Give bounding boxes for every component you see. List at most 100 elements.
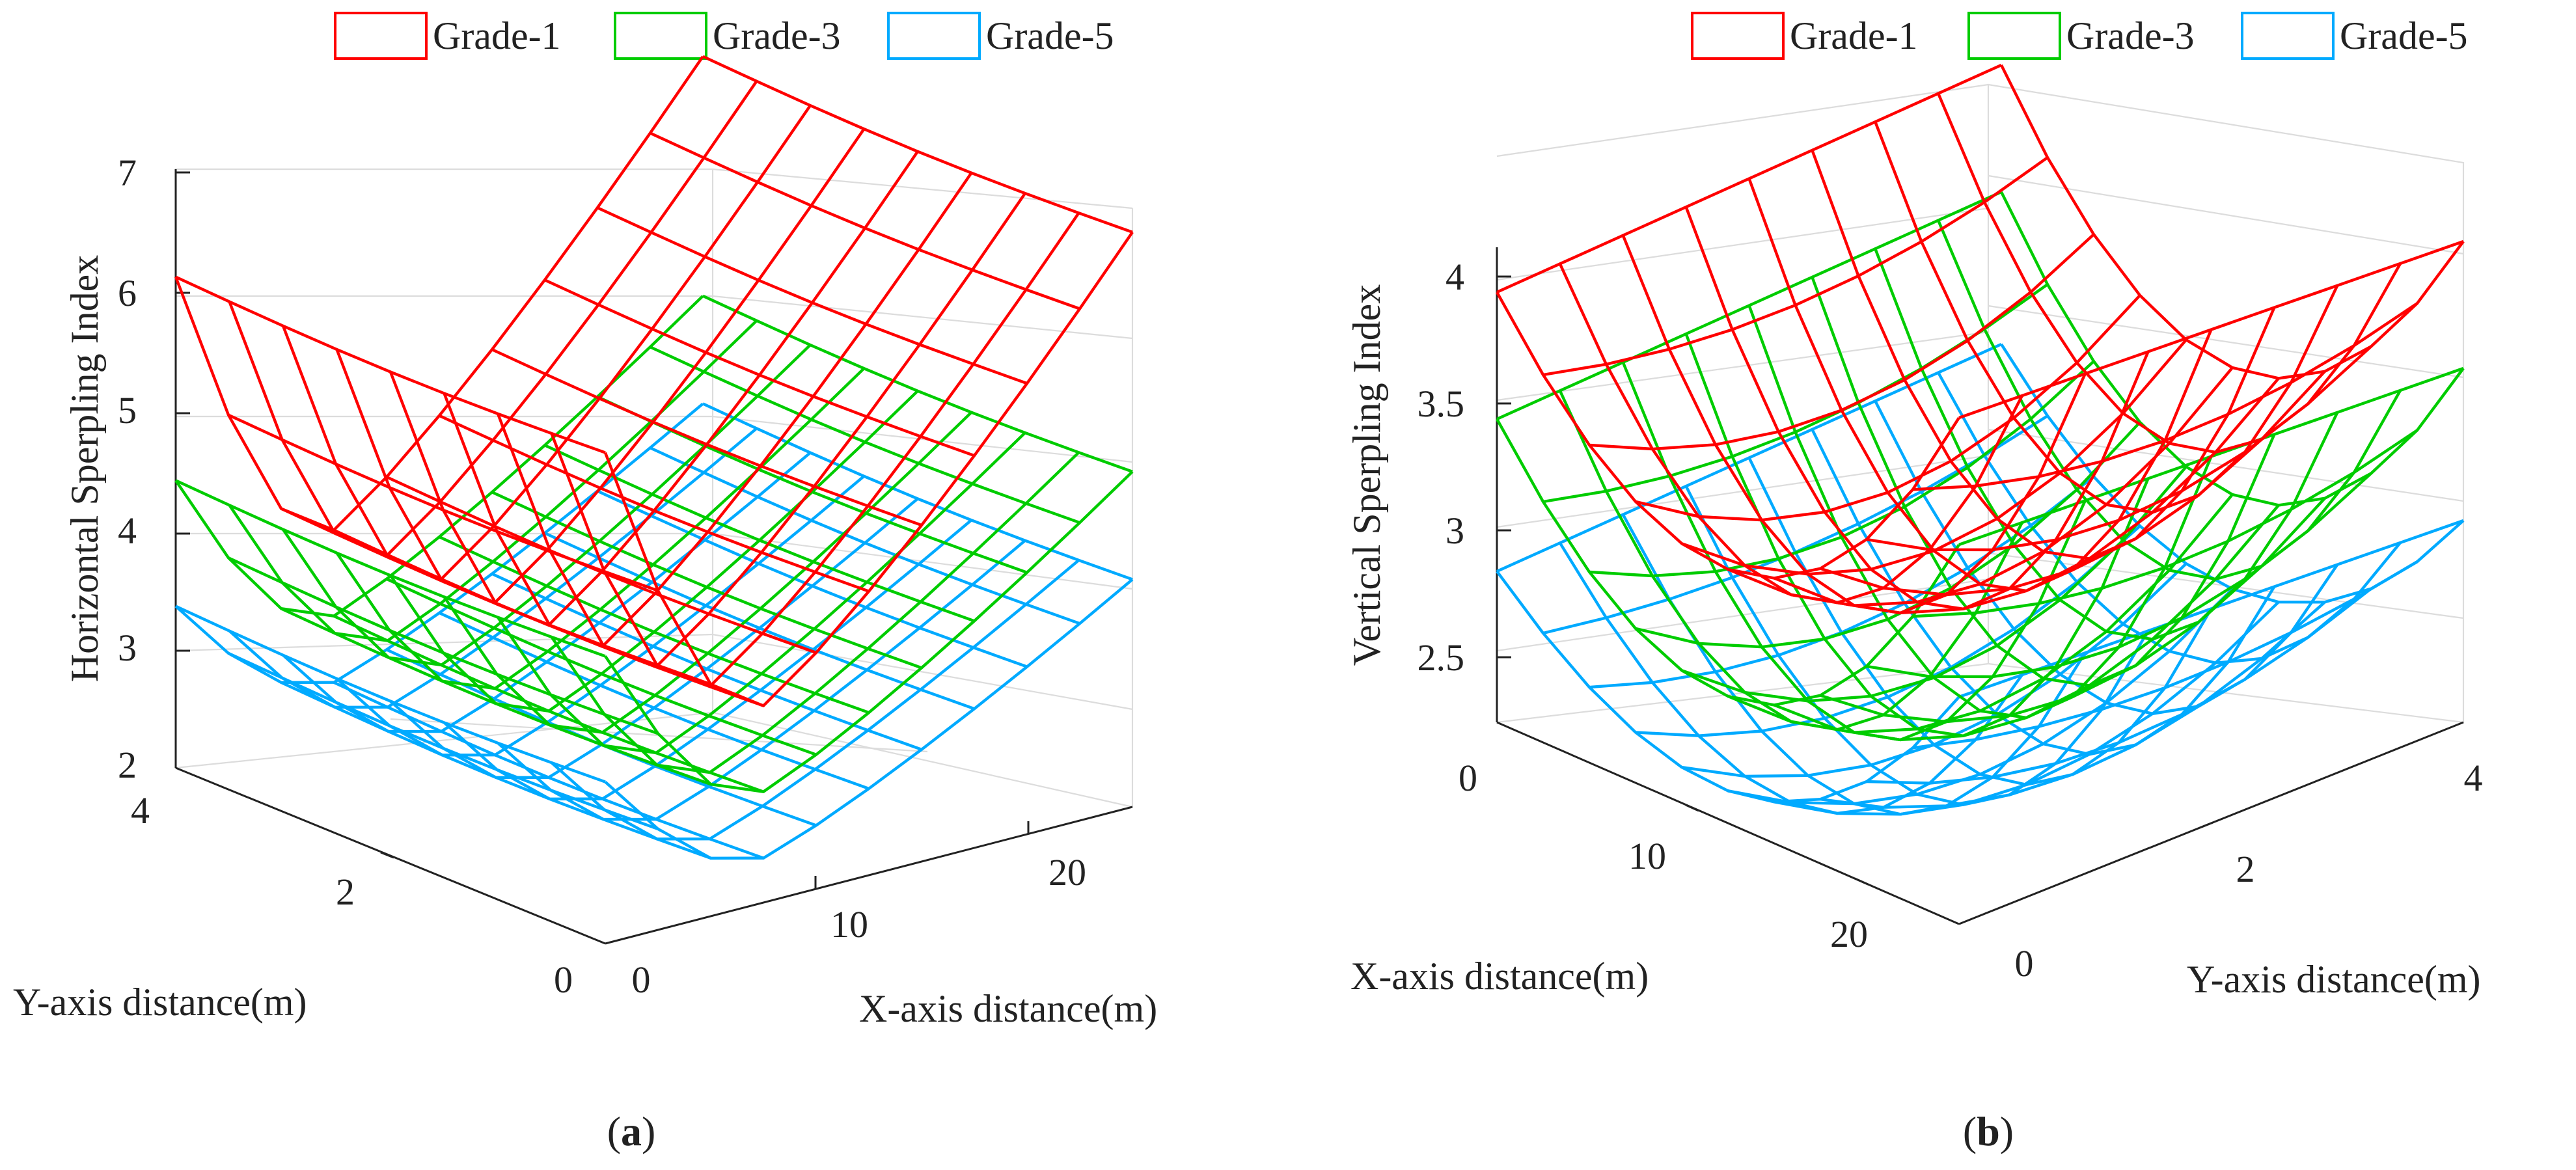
panel-b-ytick-2: 2 — [2236, 848, 2255, 890]
mesh-line-x7 — [544, 279, 975, 457]
legend-a: Grade-1 Grade-3 Grade-5 — [334, 12, 1114, 60]
mesh-line-x2 — [1589, 360, 2095, 578]
legend-b-grade1-label: Grade-1 — [1790, 14, 1918, 57]
mesh-line-x3 — [1635, 421, 2141, 649]
mesh-line-x9 — [650, 346, 1080, 524]
panel-b-ztick-2.5: 2.5 — [1418, 636, 1465, 679]
mesh-line-x6 — [1774, 504, 2280, 742]
mesh-line-x5 — [439, 611, 870, 790]
panel-a-ztick-7: 7 — [118, 152, 137, 194]
mesh-line-x5 — [1727, 588, 2234, 806]
mesh-line-x6 — [491, 491, 922, 670]
mesh-line-x10 — [1958, 239, 2464, 420]
mesh-line-x4 — [386, 476, 817, 655]
panel-a-surfaces — [174, 55, 1134, 860]
panel-b-ytick-0: 0 — [2015, 942, 2034, 985]
mesh-line-x3 — [333, 681, 764, 860]
mesh-line-y5 — [335, 128, 866, 605]
mesh-line-x8 — [597, 206, 1028, 385]
panel-b-caption: (b) — [1963, 1108, 2014, 1154]
mesh-line-x1 — [1542, 283, 2049, 504]
legend-b-grade5-label: Grade-5 — [2340, 14, 2468, 57]
panel-b-ytick-4: 4 — [2464, 757, 2483, 799]
panel-a-ztick-4: 4 — [118, 510, 137, 552]
panel-a-xlabel: X-axis distance(m) — [859, 987, 1157, 1030]
panel-b-caption-letter: b — [1977, 1108, 2000, 1154]
panel-b-surfaces — [1496, 63, 2465, 816]
mesh-line-x6 — [491, 572, 922, 751]
panel-b-zticks: 2.5 3 3.5 4 — [1418, 256, 1511, 679]
mesh-line-x8 — [1866, 472, 2372, 679]
mesh-line-x3 — [1635, 524, 2141, 737]
mesh-line-x9 — [1912, 429, 2418, 618]
mesh-line-x1 — [228, 651, 659, 830]
mesh-line-x8 — [1866, 345, 2372, 552]
mesh-line-x10 — [702, 55, 1133, 234]
legend-a-grade5-swatch — [887, 12, 981, 60]
mesh-line-x10 — [702, 402, 1133, 581]
mesh-line-x5 — [439, 536, 870, 714]
panel-b-zlabel: Vertical Sperpling Index — [1345, 284, 1388, 666]
mesh-line-x4 — [386, 577, 817, 756]
panel-a-ytick-4: 4 — [131, 789, 150, 832]
panel-b-ylabel: Y-axis distance(m) — [2187, 958, 2481, 1001]
mesh-line-x6 — [491, 348, 922, 527]
panel-a-yticks: 4 2 0 — [131, 789, 573, 1001]
panel-a-zticks: 2 3 4 5 6 7 — [118, 152, 190, 786]
legend-b-grade1-swatch — [1691, 12, 1785, 60]
legend-a-grade1-swatch — [334, 12, 428, 60]
panel-b-xticks: 0 10 20 — [1459, 757, 1869, 955]
panel-b-xtick-0: 0 — [1459, 757, 1477, 799]
mesh-line-y4 — [389, 150, 919, 627]
legend-a-grade3-label: Grade-3 — [713, 14, 841, 57]
legend-b: Grade-1 Grade-3 Grade-5 — [1691, 12, 2468, 60]
panel-a-gridlines — [174, 168, 1134, 808]
mesh-line-x0 — [175, 605, 606, 783]
mesh-line-x2 — [281, 607, 711, 786]
mesh-line-x3 — [333, 528, 764, 707]
mesh-line-y0 — [603, 231, 1134, 707]
legend-b-grade3-swatch — [1967, 12, 2061, 60]
panel-b-xtick-20: 20 — [1830, 913, 1868, 955]
legend-a-grade5-label: Grade-5 — [986, 14, 1114, 57]
mesh-line-x7 — [1820, 370, 2326, 597]
mesh-line-x7 — [1820, 497, 2326, 724]
mesh-line-y0 — [604, 470, 1134, 793]
mesh-line-x0 — [175, 275, 606, 454]
mesh-line-x0 — [1496, 342, 2002, 573]
legend-a-grade1-label: Grade-1 — [433, 14, 561, 57]
panel-b-xtick-10: 10 — [1628, 835, 1666, 877]
mesh-line-x7 — [1820, 601, 2326, 809]
mesh-line-x8 — [1866, 588, 2372, 785]
mesh-line-y8 — [2000, 64, 2465, 380]
mesh-line-x1 — [228, 556, 659, 735]
panel-a: Grade-1 Grade-3 Grade-5 — [13, 12, 1157, 1154]
panel-b-ztick-4: 4 — [1446, 256, 1464, 298]
mesh-line-y2 — [497, 539, 1026, 821]
panel-a-ytick-2: 2 — [336, 871, 355, 913]
legend-b-grade3-label: Grade-3 — [2066, 14, 2195, 57]
mesh-line-x2 — [1589, 233, 2095, 451]
mesh-line-x2 — [281, 681, 711, 860]
mesh-line-x3 — [333, 614, 764, 793]
panel-a-xtick-20: 20 — [1048, 851, 1086, 893]
panel-a-ytick-0: 0 — [554, 959, 573, 1001]
surface-grade-1 — [174, 55, 1134, 707]
mesh-line-x9 — [1912, 560, 2418, 750]
mesh-line-x5 — [439, 414, 870, 593]
legend-a-grade3-swatch — [614, 12, 707, 60]
mesh-line-x0 — [1496, 190, 2002, 421]
mesh-line-x0 — [1496, 63, 2002, 294]
panel-b-xlabel: X-axis distance(m) — [1350, 955, 1649, 998]
mesh-line-x5 — [1727, 366, 2234, 607]
panel-a-ztick-3: 3 — [118, 627, 137, 669]
mesh-line-x10 — [702, 294, 1133, 473]
mesh-line-x5 — [1727, 493, 2234, 734]
panel-a-xticks: 0 10 20 — [632, 821, 1086, 1001]
mesh-line-x1 — [1542, 156, 2049, 377]
panel-a-zlabel: Horizontal Sperpling Index — [63, 255, 106, 683]
mesh-line-x9 — [1912, 302, 2418, 491]
panel-a-ztick-6: 6 — [118, 272, 137, 314]
legend-b-grade5-swatch — [2241, 12, 2335, 60]
